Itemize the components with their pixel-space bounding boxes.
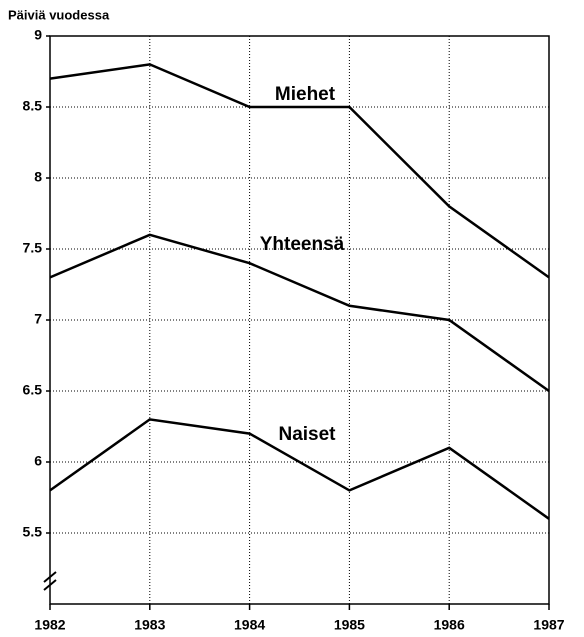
x-tick-label: 1983	[134, 617, 165, 633]
x-tick-label: 1987	[533, 617, 564, 633]
y-axis-label: Päiviä vuodessa	[8, 7, 110, 22]
y-tick-label: 7.5	[23, 240, 43, 256]
series-label: Yhteensä	[260, 234, 345, 255]
series-line	[49, 63, 550, 279]
y-tick-label: 7	[34, 311, 42, 327]
y-tick-label: 6.5	[23, 382, 43, 398]
y-tick-label: 5.5	[23, 524, 43, 540]
y-tick-label: 9	[34, 27, 42, 43]
x-tick-label: 1985	[334, 617, 365, 633]
x-tick-label: 1986	[434, 617, 465, 633]
series-label: Naiset	[278, 424, 336, 445]
y-tick-label: 8.5	[23, 98, 43, 114]
y-tick-label: 6	[34, 453, 42, 469]
series-line	[49, 418, 550, 520]
series-label: Miehet	[275, 84, 336, 105]
y-tick-label: 8	[34, 169, 42, 185]
series-line	[49, 233, 550, 393]
x-tick-label: 1984	[234, 617, 265, 633]
plot-frame	[49, 35, 550, 605]
x-tick-label: 1982	[34, 617, 65, 633]
axis-break	[43, 571, 57, 591]
